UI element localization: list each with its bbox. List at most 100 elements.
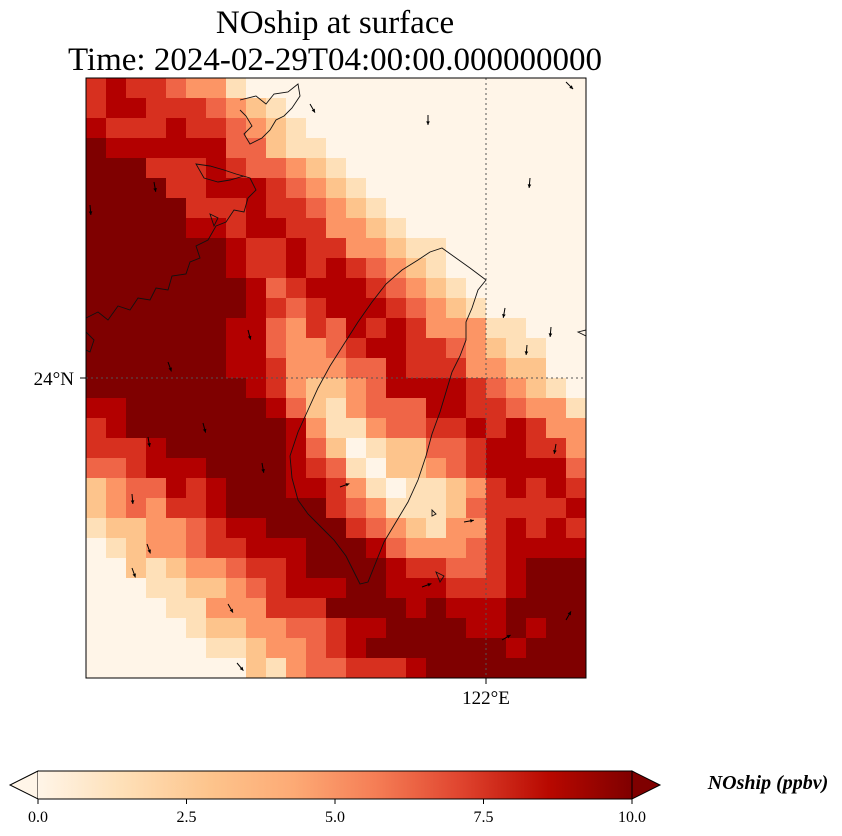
field-cell	[126, 138, 147, 159]
field-cell	[346, 178, 367, 199]
field-cell	[366, 358, 387, 379]
field-cell	[426, 98, 447, 119]
field-cell	[166, 358, 187, 379]
field-cell	[366, 478, 387, 499]
field-cell	[426, 218, 447, 239]
field-cell	[106, 178, 127, 199]
field-cell	[166, 398, 187, 419]
field-cell	[386, 258, 407, 279]
field-cell	[286, 198, 307, 219]
field-cell	[106, 78, 127, 99]
field-cell	[546, 558, 567, 579]
field-cell	[546, 218, 567, 239]
field-cell	[226, 258, 247, 279]
field-cell	[506, 398, 527, 419]
field-cell	[486, 618, 507, 639]
field-cell	[106, 378, 127, 399]
field-cell	[366, 178, 387, 199]
field-cell	[486, 258, 507, 279]
field-cell	[566, 458, 586, 479]
field-cell	[466, 558, 487, 579]
field-cell	[386, 418, 407, 439]
field-cell	[526, 598, 547, 619]
field-cell	[386, 458, 407, 479]
field-cell	[106, 278, 127, 299]
field-cell	[106, 398, 127, 419]
field-cell	[86, 418, 107, 439]
field-cell	[286, 118, 307, 139]
field-cell	[426, 478, 447, 499]
colorbar-gradient	[38, 771, 632, 799]
field-cell	[306, 298, 327, 319]
field-cell	[446, 658, 467, 678]
field-cell	[346, 258, 367, 279]
field-cell	[86, 358, 107, 379]
field-cell	[566, 478, 586, 499]
field-cell	[566, 278, 586, 299]
field-cell	[166, 598, 187, 619]
field-cell	[86, 618, 107, 639]
field-cell	[346, 438, 367, 459]
field-cell	[186, 658, 207, 678]
field-cell	[266, 598, 287, 619]
field-cell	[506, 558, 527, 579]
field-cell	[86, 558, 107, 579]
field-cell	[566, 78, 586, 99]
field-cell	[266, 238, 287, 259]
field-cell	[486, 478, 507, 499]
field-cell	[526, 198, 547, 219]
field-cell	[426, 78, 447, 99]
field-cell	[366, 518, 387, 539]
field-cell	[526, 518, 547, 539]
field-cell	[426, 338, 447, 359]
field-cell	[286, 98, 307, 119]
field-cell	[426, 158, 447, 179]
field-cell	[126, 378, 147, 399]
wind-arrow-head	[569, 85, 574, 90]
field-cell	[186, 278, 207, 299]
field-cell	[366, 578, 387, 599]
field-cell	[106, 578, 127, 599]
field-cell	[466, 578, 487, 599]
field-cell	[306, 458, 327, 479]
field-cell	[126, 458, 147, 479]
field-cell	[346, 618, 367, 639]
field-cell	[346, 638, 367, 659]
field-cell	[546, 378, 567, 399]
field-cell	[506, 658, 527, 678]
field-cell	[166, 438, 187, 459]
field-cell	[386, 598, 407, 619]
field-cell	[386, 158, 407, 179]
wind-arrow-head	[247, 335, 252, 340]
field-cell	[86, 458, 107, 479]
field-cell	[446, 638, 467, 659]
colorbar-tick-label: 7.5	[474, 809, 494, 826]
field-cell	[246, 498, 267, 519]
field-cell	[186, 598, 207, 619]
field-cell	[486, 238, 507, 259]
field-cell	[226, 358, 247, 379]
field-cell	[266, 138, 287, 159]
field-cell	[246, 378, 267, 399]
field-cell	[206, 298, 227, 319]
field-cell	[286, 238, 307, 259]
field-cell	[386, 378, 407, 399]
field-cell	[126, 498, 147, 519]
field-cell	[546, 538, 567, 559]
field-cell	[386, 658, 407, 678]
field-cell	[206, 518, 227, 539]
field-cell	[206, 538, 227, 559]
field-cell	[246, 218, 267, 239]
field-cell	[506, 338, 527, 359]
field-cell	[266, 258, 287, 279]
field-cell	[486, 198, 507, 219]
field-cell	[526, 458, 547, 479]
field-cell	[106, 418, 127, 439]
field-cell	[86, 258, 107, 279]
field-cell	[306, 598, 327, 619]
field-cell	[506, 178, 527, 199]
field-cell	[426, 138, 447, 159]
field-cell	[246, 278, 267, 299]
field-cell	[266, 498, 287, 519]
